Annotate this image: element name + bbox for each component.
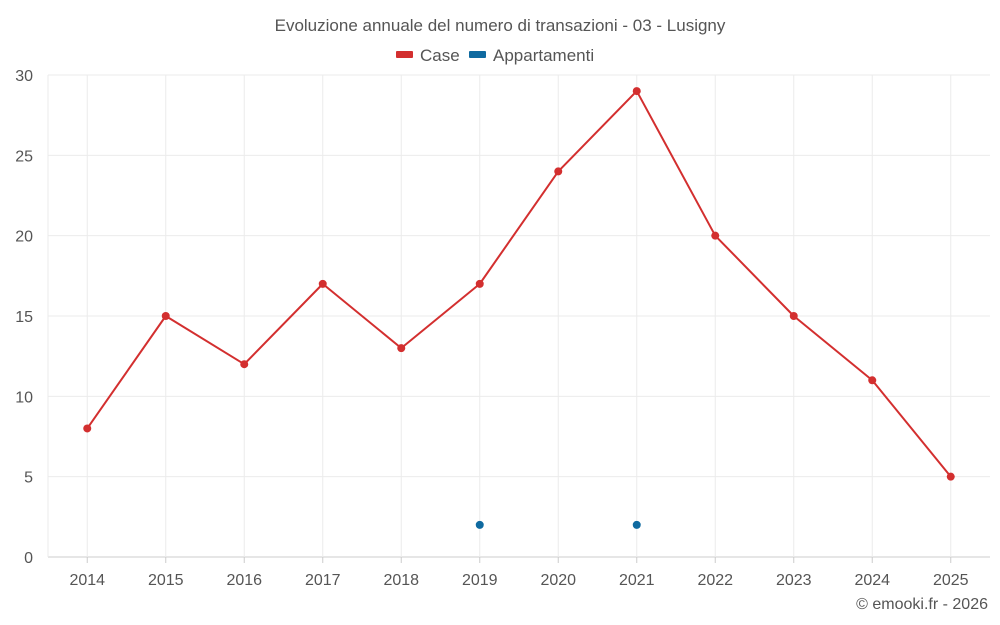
x-tick-label: 2020: [540, 572, 576, 589]
data-point-case-2020[interactable]: [554, 167, 563, 176]
series: [83, 87, 955, 529]
x-tick-label: 2022: [697, 572, 733, 589]
series-line-case: [86, 90, 952, 478]
data-point-case-2016[interactable]: [240, 360, 249, 369]
series-appartamenti: [475, 520, 641, 529]
x-tick-label: 2016: [226, 572, 262, 589]
legend-label-appartamenti: Appartamenti: [493, 46, 594, 65]
x-tick-label: 2021: [619, 572, 655, 589]
data-point-case-2014[interactable]: [83, 424, 92, 433]
y-axis-labels: 0 5 10 15 20 25 30: [15, 68, 33, 567]
y-tick-label: 30: [15, 68, 33, 85]
grid: [47, 74, 990, 563]
data-point-case-2025[interactable]: [946, 472, 955, 481]
data-point-case-2024[interactable]: [868, 376, 877, 385]
legend-item-case[interactable]: Case: [396, 46, 460, 65]
x-tick-label: 2015: [148, 572, 184, 589]
y-tick-label: 20: [15, 229, 33, 246]
chart-title: Evoluzione annuale del numero di transaz…: [275, 16, 726, 35]
y-tick-label: 5: [24, 470, 33, 487]
y-tick-label: 25: [15, 148, 33, 165]
data-point-case-2019[interactable]: [475, 279, 484, 288]
data-point-appartamenti-2019[interactable]: [475, 520, 484, 529]
data-point-case-2021[interactable]: [632, 87, 641, 96]
x-tick-label: 2025: [933, 572, 969, 589]
data-point-case-2017[interactable]: [318, 279, 327, 288]
credit-text: © emooki.fr - 2026: [856, 596, 988, 613]
x-tick-label: 2017: [305, 572, 341, 589]
x-tick-label: 2019: [462, 572, 498, 589]
legend-swatch-case: [396, 51, 413, 58]
data-point-appartamenti-2021[interactable]: [632, 520, 641, 529]
legend-swatch-appartamenti: [469, 51, 486, 58]
x-tick-label: 2014: [69, 572, 105, 589]
data-point-case-2018[interactable]: [397, 344, 406, 353]
y-tick-label: 10: [15, 389, 33, 406]
data-point-case-2015[interactable]: [161, 312, 170, 320]
series-case: [83, 87, 955, 481]
x-tick-label: 2024: [854, 572, 890, 589]
y-tick-label: 0: [24, 550, 33, 567]
legend[interactable]: Case Appartamenti: [396, 46, 594, 65]
data-point-case-2022[interactable]: [711, 231, 720, 240]
data-point-case-2023[interactable]: [789, 312, 798, 320]
x-axis-labels: 2014 2015 2016 2017 2018 2019 2020 2021 2022 2023…: [69, 572, 968, 589]
legend-item-appartamenti[interactable]: Appartamenti: [469, 46, 594, 65]
x-tick-label: 2018: [383, 572, 419, 589]
y-tick-label: 15: [15, 309, 33, 326]
x-tick-label: 2023: [776, 572, 812, 589]
legend-label-case: Case: [420, 46, 460, 65]
